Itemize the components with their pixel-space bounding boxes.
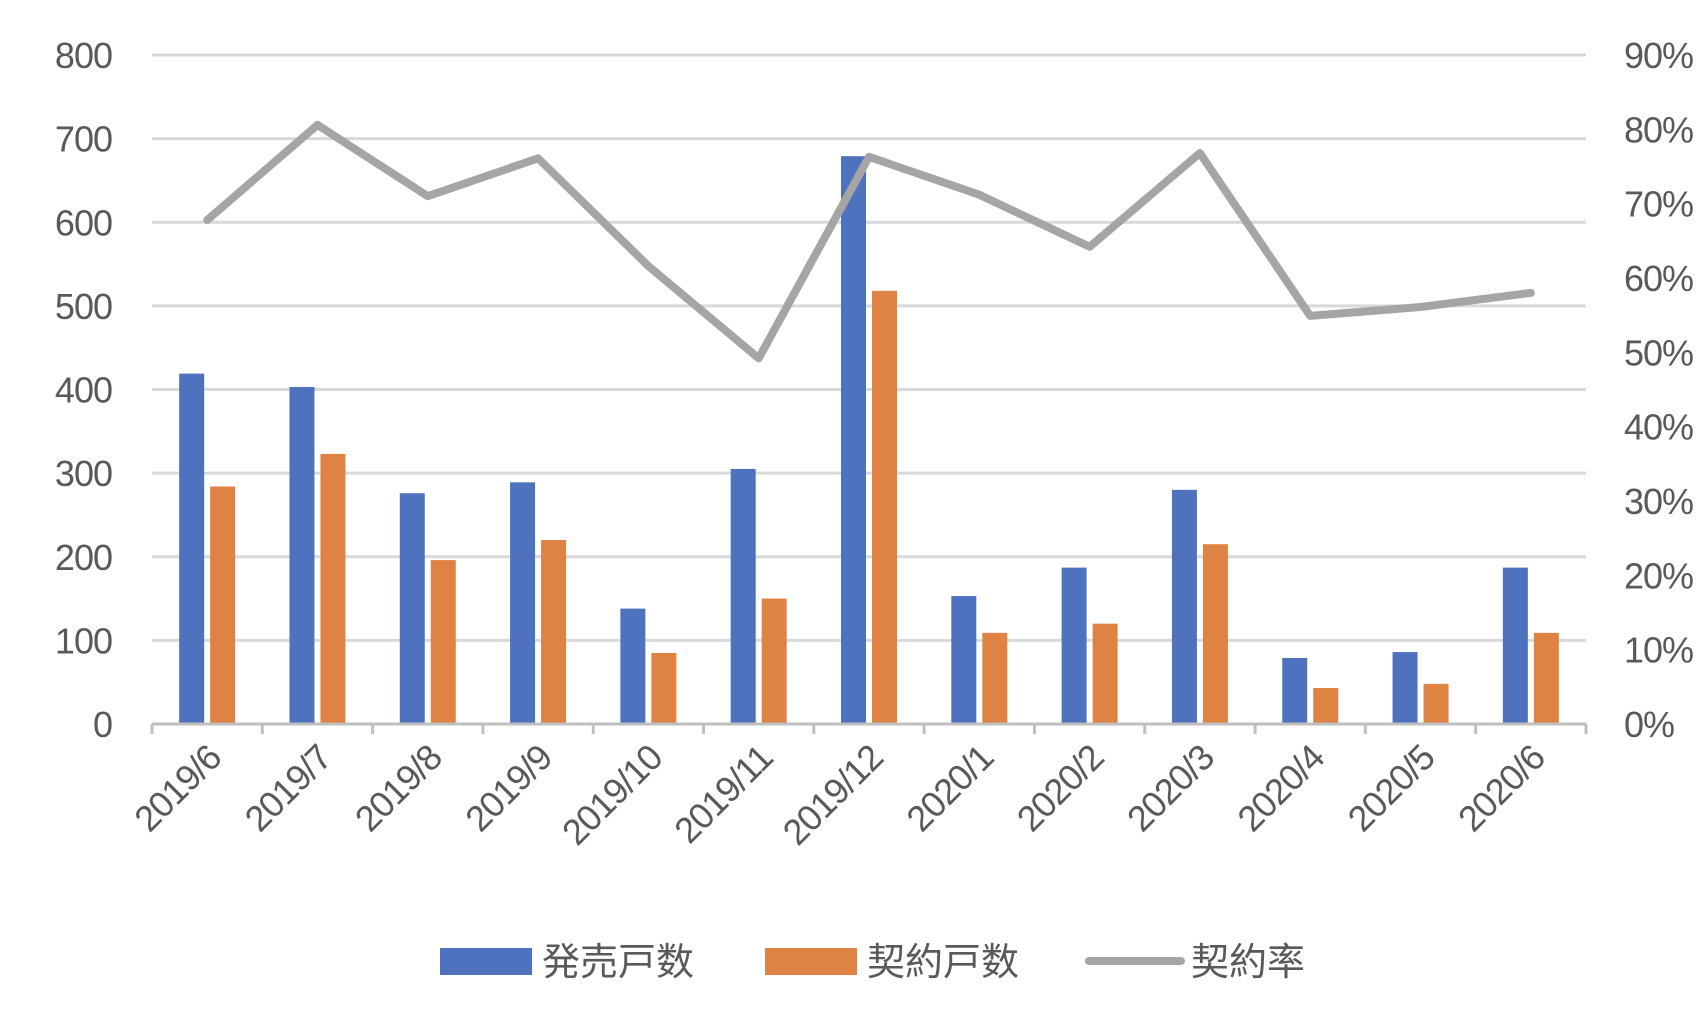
line-point-contract-rate [1419,305,1422,308]
x-tick-label: 2020/1 [898,737,1001,840]
x-tick-label: 2019/9 [457,737,560,840]
bar-sales [1502,567,1528,724]
x-tick-label: 2020/6 [1450,737,1553,840]
bar-contracts [1423,683,1449,724]
line-contract-rate [203,120,1535,363]
x-axis [150,722,1588,734]
gridlines [152,53,1586,642]
bar-sales [179,373,205,724]
y-right-tick-label: 40% [1624,407,1693,448]
y-left-tick-label: 800 [55,35,112,76]
line-point-contract-rate [426,195,429,198]
line-point-contract-rate [868,155,870,158]
line-point-contract-rate [647,265,650,268]
line-point-contract-rate [316,123,319,126]
x-tick-label: 2019/10 [554,737,670,853]
line-point-contract-rate [1088,245,1091,248]
legend-swatch-sales [440,948,532,975]
bar-contracts [872,290,897,724]
y-left-tick-label: 700 [55,119,112,160]
bar-sales [510,482,536,724]
x-tick-labels: 2019/6 2019/7 2019/8 2019/92019/102019/1120… [126,737,1552,853]
legend: 発売戸数 契約戸数 契約率 [440,940,1305,984]
y-right-tick-label: 90% [1624,35,1693,76]
line-point-contract-rate [1529,291,1532,294]
bar-contracts [1092,623,1118,724]
line-point-contract-rate [1309,314,1312,317]
bar-sales [1392,652,1418,724]
line-layer [203,120,1535,363]
line-point-contract-rate [757,357,760,360]
line-point-contract-rate [978,193,981,196]
x-tick-label: 2019/11 [666,737,780,851]
bar-sales [1171,489,1197,724]
y-axis-right: 0% 10% 20% 30% 40% 50% 60% 70% 80% 90% [1624,35,1694,745]
bars [179,156,1559,724]
legend-swatch-contracts [765,948,857,975]
y-left-tick-label: 300 [55,453,112,494]
y-right-tick-label: 0% [1624,704,1674,745]
bar-sales [399,493,425,724]
bar-contracts [320,453,346,724]
x-tick-label: 2020/3 [1119,737,1222,840]
bar-sales [841,156,866,724]
bar-contracts [761,598,787,724]
bar-contracts [1313,688,1339,724]
bar-contracts [982,632,1008,724]
y-right-tick-label: 10% [1624,630,1693,671]
y-left-tick-label: 0 [93,704,112,745]
y-right-tick-label: 70% [1624,184,1693,225]
legend-label-sales: 発売戸数 [542,940,694,984]
x-tick-label: 2020/5 [1340,737,1443,840]
line-point-contract-rate [1198,152,1201,155]
y-axis-left: 0 100 200 300 400 500 600 700 800 [55,35,113,745]
bar-contracts [651,652,677,724]
bar-sales [1061,567,1087,724]
x-tick-label: 2019/8 [347,737,450,840]
y-right-tick-label: 20% [1624,555,1693,596]
y-left-tick-label: 400 [55,370,112,411]
bar-contracts [1533,632,1559,724]
x-tick-label: 2020/2 [1009,737,1112,840]
x-tick-label: 2020/4 [1229,737,1332,840]
x-tick-label: 2019/6 [126,737,229,840]
y-right-tick-label: 50% [1624,332,1693,373]
y-right-tick-label: 60% [1624,258,1693,299]
bar-sales [730,468,756,724]
legend-label-contracts: 契約戸数 [867,940,1019,984]
line-point-contract-rate [537,157,540,160]
bar-contracts [430,560,456,724]
y-right-tick-label: 30% [1624,481,1693,522]
bar-contracts [1202,544,1228,724]
y-left-tick-label: 600 [55,202,112,243]
bar-contracts [210,486,236,724]
y-right-tick-label: 80% [1624,109,1693,150]
x-tick-label: 2019/12 [775,737,891,853]
y-left-tick-label: 100 [55,620,112,661]
legend-label-contract-rate: 契約率 [1191,940,1305,984]
bar-sales [620,608,646,724]
bar-contracts [541,540,567,724]
y-left-tick-label: 500 [55,286,112,327]
bar-sales [1282,657,1308,724]
y-left-tick-label: 200 [55,537,112,578]
line-point-contract-rate [206,219,209,222]
x-tick-label: 2019/7 [237,737,340,840]
bar-sales [289,386,315,724]
bar-sales [951,596,977,724]
